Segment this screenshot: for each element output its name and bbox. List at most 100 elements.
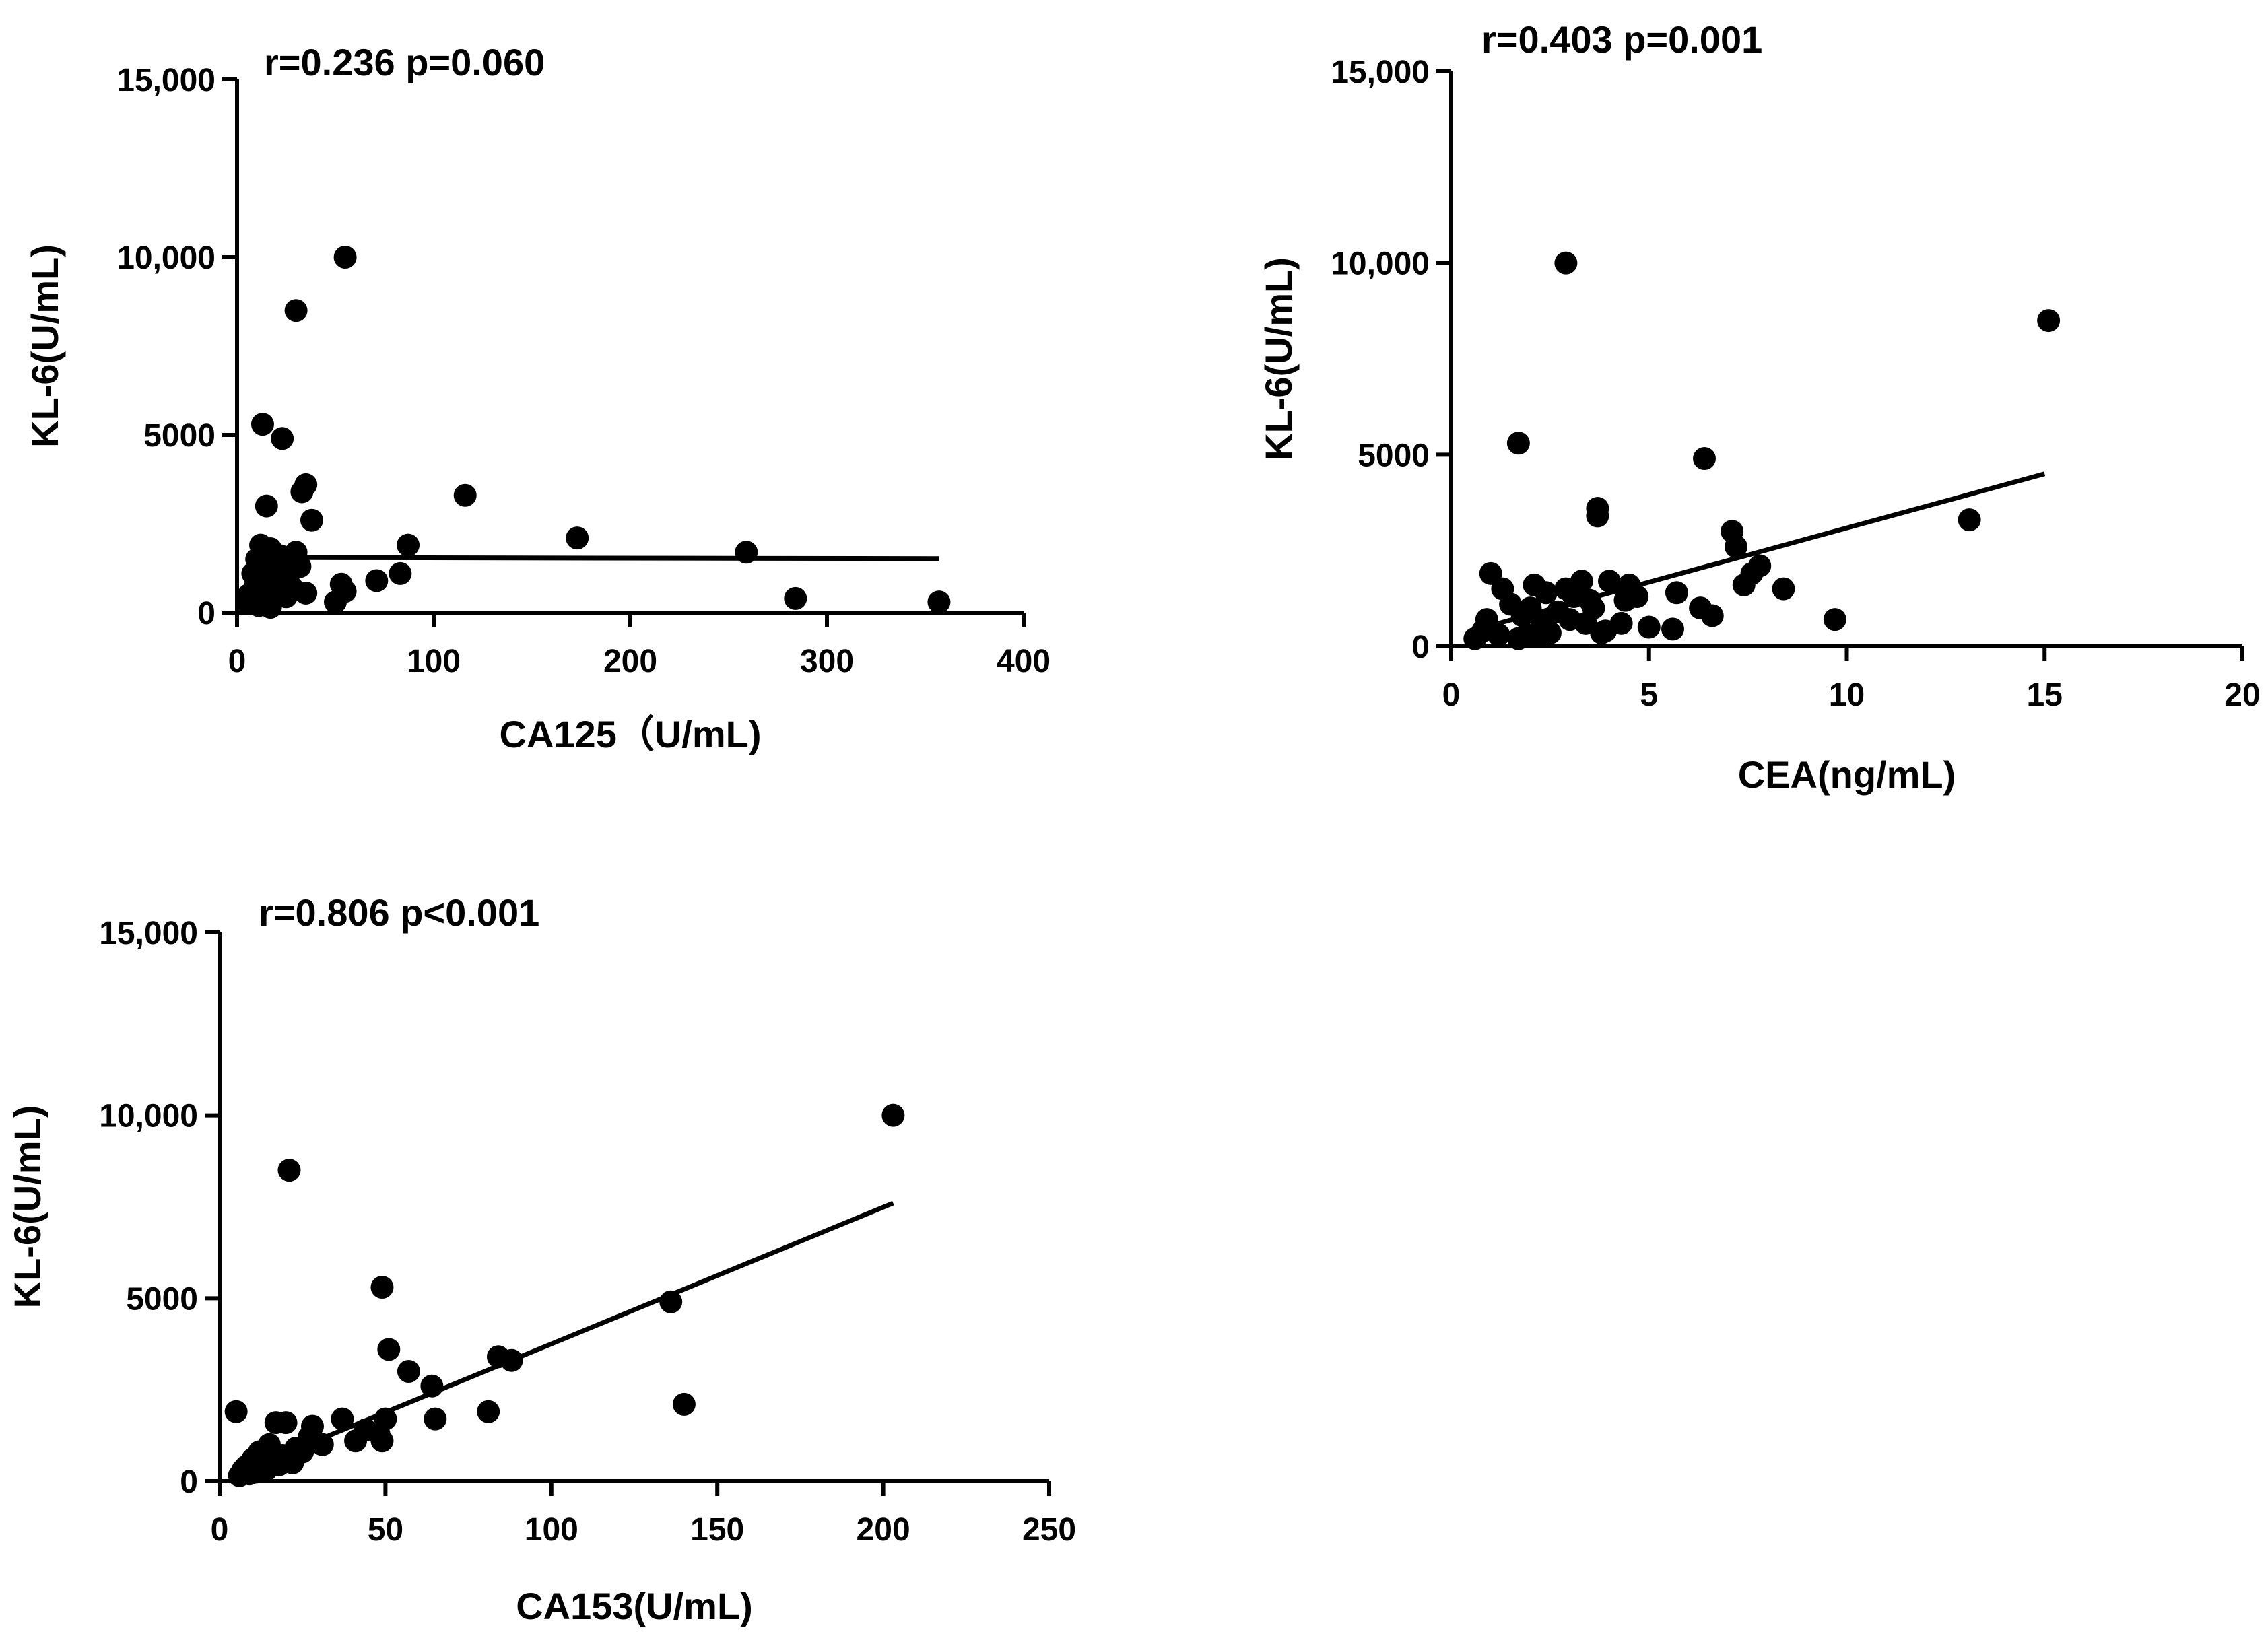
- data-point: [290, 480, 314, 504]
- data-point: [277, 1159, 301, 1182]
- data-point: [280, 576, 304, 600]
- x-tick-label: 20: [2224, 677, 2260, 713]
- y-axis-title: KL-6(U/mL): [24, 244, 66, 448]
- data-point: [566, 526, 589, 550]
- data-point: [420, 1374, 444, 1398]
- data-point: [1594, 619, 1617, 643]
- data-point: [224, 1400, 248, 1423]
- data-point: [1527, 625, 1550, 648]
- x-axis-title: CEA(ng/mL): [1738, 753, 1956, 796]
- y-tick-label: 15,000: [99, 916, 198, 951]
- data-point: [300, 508, 323, 532]
- data-point: [1823, 608, 1846, 631]
- data-point: [271, 427, 294, 450]
- data-point: [1626, 584, 1649, 608]
- data-point: [274, 1411, 298, 1435]
- data-point: [1693, 447, 1716, 471]
- chart-cea: 0 5000 10,000 15,000 0 5 10 15 20 CEA(ng/mL) KL-6(…: [1257, 18, 2261, 796]
- data-point: [1772, 577, 1795, 601]
- data-point: [265, 561, 288, 585]
- chart-ca125: 0 5000 10,000 15,000 0 100 200 300 400 CA125（U/mL…: [24, 41, 1050, 755]
- data-point: [1535, 581, 1558, 605]
- y-tick-label: 0: [180, 1464, 198, 1500]
- x-tick-label: 0: [211, 1512, 229, 1548]
- data-point: [1510, 604, 1534, 627]
- data-point: [1506, 627, 1530, 650]
- data-point: [1586, 504, 1609, 528]
- y-tick-label: 5000: [126, 1281, 198, 1317]
- data-point: [310, 1433, 334, 1456]
- data-point: [453, 483, 477, 507]
- data-point: [477, 1400, 500, 1423]
- data-point: [397, 1360, 420, 1383]
- regression-line: [266, 555, 939, 561]
- y-tick-label: 10,000: [1331, 246, 1430, 282]
- x-tick-label: 10: [1829, 677, 1865, 713]
- data-point: [2037, 309, 2061, 333]
- y-tick-label: 5000: [143, 418, 215, 454]
- data-point: [500, 1348, 523, 1372]
- data-point: [735, 541, 758, 564]
- x-tick-label: 300: [800, 644, 854, 679]
- data-point: [331, 1407, 354, 1431]
- x-tick-label: 100: [407, 644, 461, 679]
- x-tick-label: 200: [857, 1512, 910, 1548]
- data-point: [672, 1392, 696, 1416]
- y-tick-label: 5000: [1358, 438, 1430, 473]
- data-point: [1487, 623, 1510, 646]
- data-point: [1506, 432, 1530, 455]
- data-point: [397, 533, 420, 557]
- data-point: [324, 590, 347, 614]
- data-point: [1463, 627, 1487, 650]
- x-tick-label: 250: [1022, 1512, 1076, 1548]
- y-tick-label: 10,000: [116, 240, 215, 276]
- data-point: [1665, 581, 1688, 605]
- y-tick-label: 15,000: [116, 63, 215, 98]
- data-point: [1637, 615, 1661, 639]
- y-tick-label: 0: [197, 596, 215, 631]
- y-tick-label: 10,000: [99, 1099, 198, 1134]
- data-point: [1958, 508, 1981, 532]
- stat-annotation: r=0.806 p<0.001: [259, 891, 539, 934]
- data-point: [784, 586, 807, 610]
- x-tick-label: 5: [1640, 677, 1658, 713]
- data-point: [370, 1429, 394, 1453]
- y-axis-title: KL-6(U/mL): [6, 1105, 48, 1309]
- y-tick-label: 0: [1411, 629, 1430, 665]
- data-point: [1661, 617, 1684, 641]
- data-point: [377, 1338, 401, 1361]
- y-axis-title: KL-6(U/mL): [1257, 257, 1300, 460]
- x-tick-label: 50: [368, 1512, 403, 1548]
- data-point: [333, 246, 357, 269]
- x-tick-label: 0: [228, 644, 246, 679]
- data-point: [1554, 251, 1578, 275]
- x-tick-label: 15: [2027, 677, 2063, 713]
- data-point: [228, 1464, 251, 1487]
- data-point: [881, 1103, 905, 1127]
- x-tick-label: 150: [690, 1512, 744, 1548]
- data-point: [1700, 604, 1724, 627]
- x-tick-label: 0: [1442, 677, 1461, 713]
- data-point: [284, 299, 308, 322]
- x-tick-label: 100: [525, 1512, 578, 1548]
- data-point: [424, 1407, 447, 1431]
- y-tick-label: 15,000: [1331, 55, 1430, 90]
- data-point: [251, 413, 274, 436]
- data-point: [659, 1290, 683, 1313]
- stat-annotation: r=0.236 p=0.060: [264, 41, 545, 83]
- data-point: [255, 494, 278, 518]
- x-axis-title: CA125（U/mL): [500, 713, 762, 755]
- data-point: [389, 561, 412, 585]
- data-point: [365, 569, 389, 592]
- regression-line: [235, 1200, 894, 1476]
- chart-ca153: 0 5000 10,000 15,000 0 50 100 150 200 250 CA153(U/…: [6, 891, 1076, 1627]
- x-tick-label: 200: [603, 644, 657, 679]
- data-point: [344, 1429, 368, 1453]
- data-point: [1598, 570, 1621, 593]
- x-tick-label: 400: [997, 644, 1050, 679]
- data-point: [927, 590, 951, 614]
- data-point: [254, 1458, 277, 1482]
- x-axis-title: CA153(U/mL): [516, 1585, 753, 1627]
- stat-annotation: r=0.403 p=0.001: [1481, 18, 1762, 61]
